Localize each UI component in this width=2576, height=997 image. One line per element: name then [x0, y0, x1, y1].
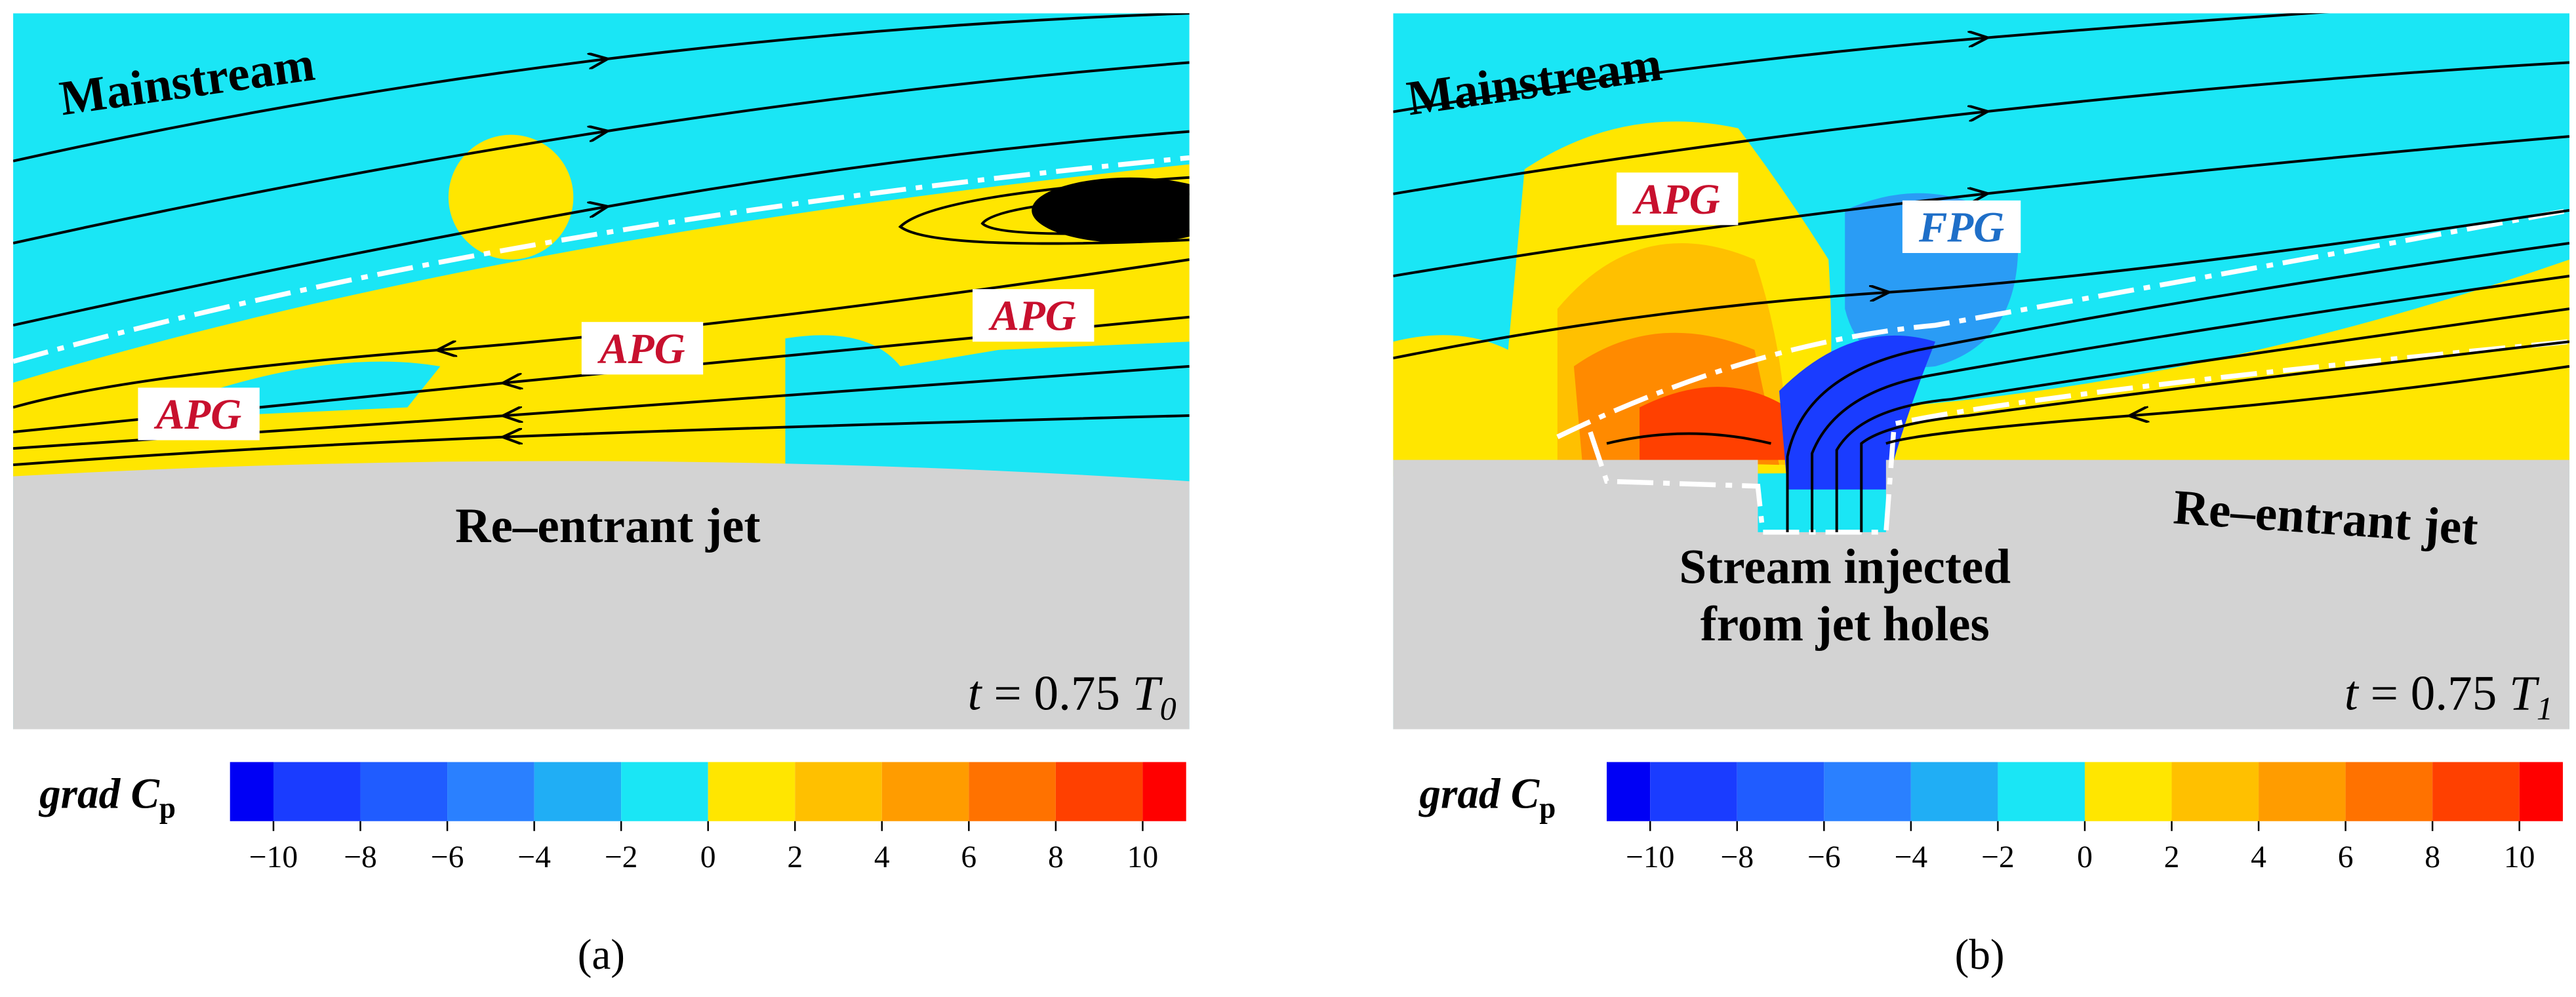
tick-label: 6 — [2338, 840, 2354, 874]
tick-label: 4 — [874, 840, 890, 874]
streamlines — [13, 13, 1190, 467]
panel-label: (b) — [1955, 931, 2005, 979]
region-label: APG — [153, 391, 241, 439]
tick-label: −6 — [1807, 840, 1841, 874]
streamlines — [1393, 13, 2569, 532]
label-box — [138, 387, 260, 440]
tick-label: −8 — [1720, 840, 1754, 874]
time-label: t = 0.75 T1 — [2345, 666, 2553, 726]
colorbar-segment — [1142, 762, 1186, 821]
tick-label: 8 — [1048, 840, 1064, 874]
tick-label: −10 — [1626, 840, 1674, 874]
colorbar-segment — [1606, 762, 1651, 821]
colorbar-segment — [1910, 762, 1998, 821]
tick-label: 2 — [787, 840, 803, 874]
tick-label: −8 — [344, 840, 377, 874]
colorbar-segment — [881, 762, 969, 821]
region-label: FPG — [1918, 204, 2004, 251]
colorbar-segment — [969, 762, 1056, 821]
colorbar-segment — [795, 762, 882, 821]
colorbar-segment — [2345, 762, 2433, 821]
colorbar-segment — [2259, 762, 2346, 821]
vortex-core — [1032, 177, 1190, 243]
wall-label: Re–entrant jet — [455, 499, 760, 553]
colorbar-segment — [708, 762, 795, 821]
tick-label: 6 — [961, 840, 976, 874]
tick-label: −2 — [605, 840, 638, 874]
region-label: APG — [1632, 176, 1720, 224]
wall — [1393, 459, 2569, 730]
colorbar-segment — [2432, 762, 2520, 821]
jet-label: Stream injected — [1679, 540, 2011, 595]
colorbar: −10 −8 −6 −4 −2 0 2 4 6 8 10 — [230, 762, 1186, 874]
separation-line — [1556, 208, 2569, 439]
apg-region — [1885, 260, 2569, 470]
apg-region — [1640, 387, 1788, 460]
tick-label: −6 — [431, 840, 464, 874]
tick-label: 10 — [1127, 840, 1159, 874]
label-box — [581, 322, 704, 375]
panel-b: APG FPG Mainstream Re–entrant jet Stream… — [1393, 13, 2569, 730]
colorbar-segment — [534, 762, 622, 821]
time-label: t = 0.75 T0 — [968, 666, 1177, 726]
tick-label: −4 — [1895, 840, 1928, 874]
fpg-region — [1779, 335, 1936, 490]
tick-label: 8 — [2425, 840, 2440, 874]
tick-label: −4 — [517, 840, 551, 874]
colorbar-segment — [2084, 762, 2172, 821]
tick-label: 10 — [2504, 840, 2535, 874]
region-label: APG — [988, 293, 1076, 340]
colorbar-segment — [621, 762, 708, 821]
wall — [13, 461, 1190, 730]
panel-a: APG APG APG Mainstream Re–entrant jet t … — [13, 13, 1190, 730]
apg-region — [448, 134, 574, 260]
panel-label: (a) — [578, 931, 625, 979]
tick-label: −2 — [1981, 840, 2015, 874]
separation-line — [13, 155, 1190, 364]
tick-label: −10 — [249, 840, 298, 874]
tick-label: 0 — [700, 840, 716, 874]
fpg-region — [210, 361, 441, 416]
fpg-region — [785, 335, 1190, 482]
colorbar-segment — [360, 762, 448, 821]
label-box — [1617, 172, 1739, 225]
colorbar-segment — [1824, 762, 1911, 821]
colorbar-segment — [447, 762, 534, 821]
colorbar-segment — [1650, 762, 1737, 821]
jet-outline — [1588, 339, 2569, 535]
colorbar-segment — [2171, 762, 2259, 821]
colorbar-segment — [1998, 762, 2085, 821]
region-label: APG — [597, 326, 685, 373]
tick-label: 2 — [2164, 840, 2180, 874]
label-box — [1902, 200, 2021, 253]
colorbar-segment — [230, 762, 273, 821]
colorbar-segment — [2519, 762, 2563, 821]
colorbar: −10 −8 −6 −4 −2 0 2 4 6 8 10 — [1606, 762, 2563, 874]
colorbar-title: grad Cp — [38, 771, 176, 825]
colorbar-segment — [273, 762, 361, 821]
colorbar-segment — [1055, 762, 1143, 821]
tick-label: 4 — [2251, 840, 2266, 874]
tick-label: 0 — [2077, 840, 2093, 874]
jet-label: from jet holes — [1701, 597, 1990, 652]
label-box — [973, 289, 1095, 342]
colorbar-title: grad Cp — [1418, 771, 1556, 825]
colorbar-segment — [1737, 762, 1824, 821]
